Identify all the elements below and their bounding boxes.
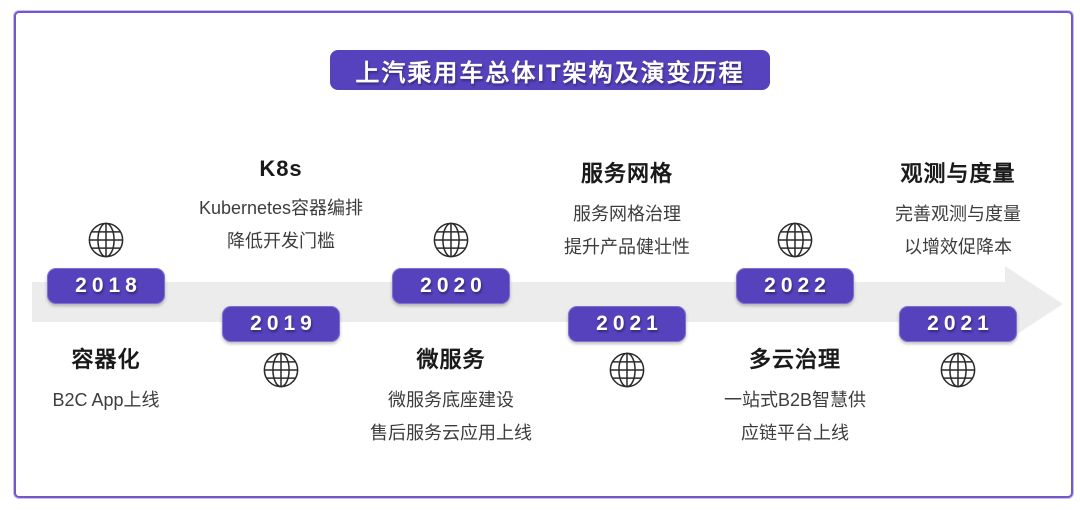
slide-frame [14,11,1073,498]
milestone-title: 多云治理 [748,347,841,372]
globe-icon [608,351,646,389]
milestone-desc: 服务网格治理 提升产品健壮性 [492,198,762,264]
year-badge: 2018 [47,268,165,304]
milestone-desc-line: 服务网格治理 [573,204,681,224]
milestone-desc: 微服务底座建设 售后服务云应用上线 [316,384,586,450]
milestone-text-block: K8s Kubernetes容器编排 降低开发门槛 [146,156,416,258]
year-badge-label: 2020 [420,274,487,297]
milestone-desc-line: 降低开发门槛 [227,231,335,251]
milestone-desc-line: 提升产品健壮性 [564,237,690,257]
milestone-title: 容器化 [71,347,141,372]
milestone-desc: Kubernetes容器编排 降低开发门槛 [146,192,416,258]
timeline-arrow-band [32,282,1006,322]
year-badge: 2022 [736,268,854,304]
milestone-title: 观测与度量 [900,161,1016,186]
milestone-text-block: 观测与度量 完善观测与度量 以增效促降本 [823,156,1080,264]
milestone-title: K8s [259,156,303,181]
year-badge-label: 2021 [927,312,994,335]
year-badge: 2021 [568,306,686,342]
milestone-desc-line: 完善观测与度量 [895,204,1021,224]
globe-icon [939,351,977,389]
milestone-desc: 一站式B2B智慧供 应链平台上线 [660,384,930,450]
year-badge: 2020 [392,268,510,304]
milestone-desc-line: 微服务底座建设 [388,390,514,410]
diagram-title: 上汽乘用车总体IT架构及演变历程 [355,59,745,87]
year-badge-label: 2018 [75,274,142,297]
milestone-desc: B2C App上线 [0,384,241,417]
year-badge-label: 2019 [250,312,317,335]
globe-icon [776,221,814,259]
milestone-desc-line: 售后服务云应用上线 [370,423,532,443]
milestone-desc-line: 应链平台上线 [741,423,849,443]
globe-icon [87,221,125,259]
year-badge: 2021 [899,306,1017,342]
milestone-desc-line: 一站式B2B智慧供 [723,390,867,410]
globe-icon [432,221,470,259]
milestone-desc: 完善观测与度量 以增效促降本 [823,198,1080,264]
milestone-title: 微服务 [416,347,486,372]
milestone-text-block: 服务网格 服务网格治理 提升产品健壮性 [492,156,762,264]
milestone-title: 服务网格 [580,161,673,186]
milestone-desc-line: B2C App上线 [52,390,160,410]
milestone-desc-line: Kubernetes容器编排 [198,198,364,218]
year-badge-label: 2021 [596,312,663,335]
globe-icon [262,351,300,389]
milestone-text-block: 微服务 微服务底座建设 售后服务云应用上线 [316,342,586,450]
year-badge: 2019 [222,306,340,342]
milestone-text-block: 容器化 B2C App上线 [0,342,241,417]
milestone-desc-line: 以增效促降本 [904,237,1012,257]
year-badge-label: 2022 [764,274,831,297]
milestone-text-block: 多云治理 一站式B2B智慧供 应链平台上线 [660,342,930,450]
diagram-title-badge: 上汽乘用车总体IT架构及演变历程 [330,50,770,90]
